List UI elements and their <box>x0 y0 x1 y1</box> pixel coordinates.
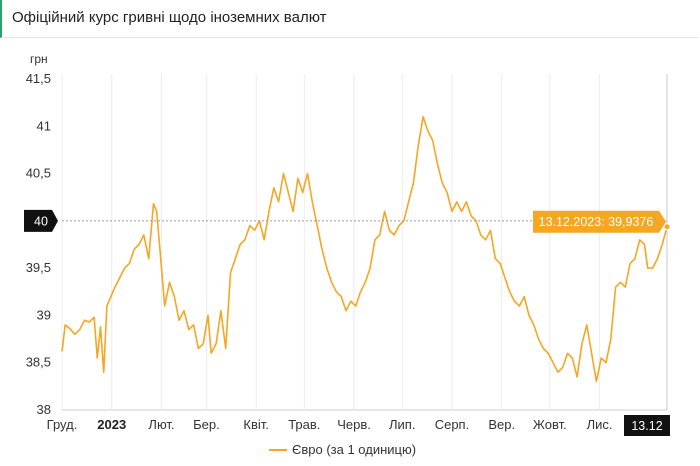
chart-title: Офіційний курс гривні щодо іноземних вал… <box>12 9 327 26</box>
y-value-badge <box>24 209 58 232</box>
line-chart[interactable]: грн 38 38,5 39 39,5 40,5 41 41,5 Груд. 2023 Лют.… <box>0 38 700 466</box>
y-axis-unit: грн <box>30 52 48 66</box>
value-tooltip-label: 13.12.2023: 39,9376 <box>539 215 654 229</box>
hover-point <box>663 223 671 231</box>
value-tooltip <box>533 210 666 233</box>
y-tick-label: 40,5 <box>26 166 51 181</box>
x-tick-label: 2023 <box>97 417 126 432</box>
x-tick-label: Лют. <box>148 417 174 432</box>
legend-label[interactable]: Євро (за 1 одиницю) <box>292 442 416 457</box>
plot-area <box>61 116 668 383</box>
x-value-badge-label: 13.12 <box>631 419 662 433</box>
x-tick-label: Груд. <box>47 417 78 432</box>
x-tick-label: Лис. <box>587 417 613 432</box>
y-value-badge-label: 40 <box>34 214 48 228</box>
y-tick-label: 38,5 <box>26 355 51 370</box>
x-tick-label: Лип. <box>389 417 415 432</box>
x-tick-label: Трав. <box>288 417 320 432</box>
series-line-euro[interactable] <box>61 116 668 383</box>
x-value-badge <box>624 415 670 436</box>
hover-overlay: 40 13.12 13.12.2023: 39,9376 <box>24 74 671 436</box>
chart-header: Офіційний курс гривні щодо іноземних вал… <box>0 0 698 38</box>
y-tick-label: 38 <box>37 402 51 417</box>
y-tick-label: 39 <box>37 307 51 322</box>
x-axis: Груд. 2023 Лют. Бер. Квіт. Трав. Черв. Лип. Серп… <box>47 417 613 432</box>
y-axis: грн 38 38,5 39 39,5 40,5 41 41,5 <box>26 52 51 417</box>
x-tick-label: Жовт. <box>533 417 567 432</box>
x-tick-label: Квіт. <box>243 417 269 432</box>
vertical-grid <box>61 74 667 411</box>
legend[interactable]: Євро (за 1 одиницю) <box>269 442 416 457</box>
y-tick-label: 39,5 <box>26 260 51 275</box>
x-tick-label: Бер. <box>193 417 220 432</box>
y-tick-label: 41 <box>37 118 51 133</box>
y-tick-label: 41,5 <box>26 71 51 86</box>
x-tick-label: Черв. <box>337 417 371 432</box>
x-tick-label: Серп. <box>435 417 470 432</box>
x-tick-label: Вер. <box>488 417 515 432</box>
